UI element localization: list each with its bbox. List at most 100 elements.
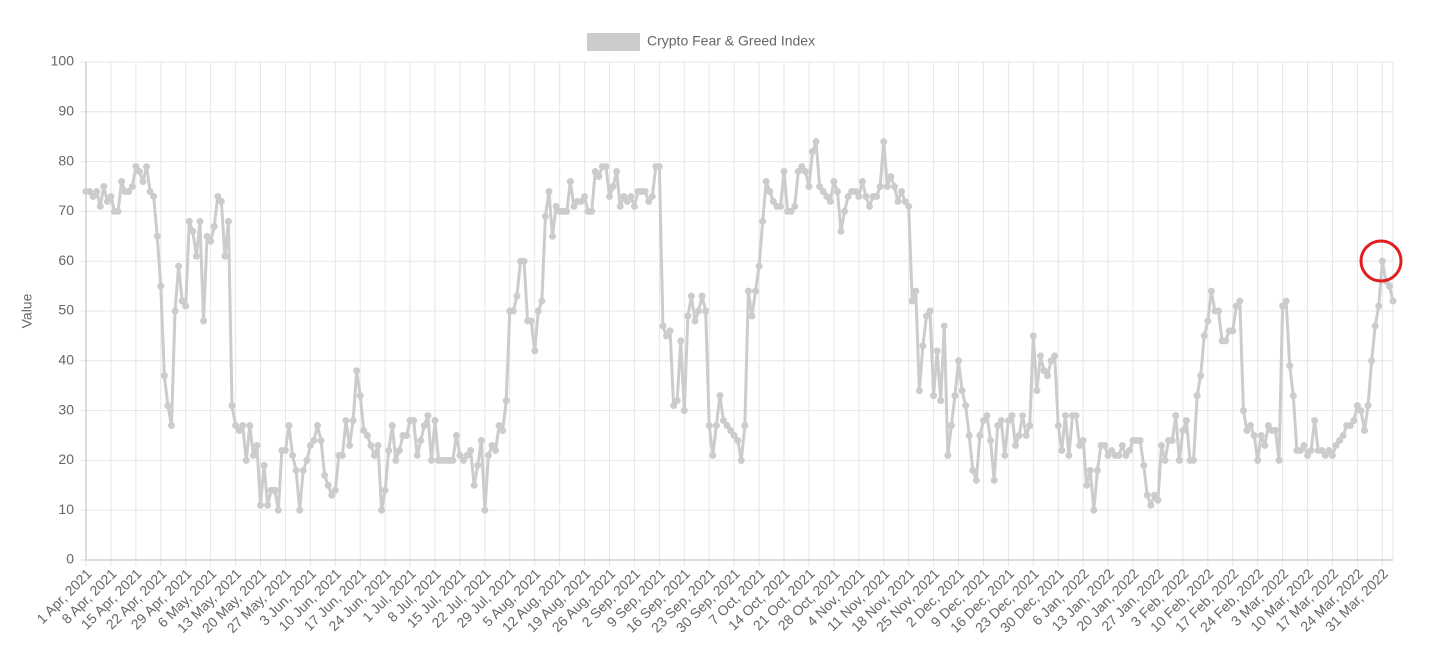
data-point	[253, 441, 261, 449]
data-point	[356, 392, 364, 400]
data-point	[748, 312, 756, 320]
data-point	[196, 217, 204, 225]
data-point	[299, 466, 307, 474]
data-point	[296, 506, 304, 514]
data-point	[200, 317, 208, 325]
data-point	[762, 178, 770, 186]
data-point	[260, 461, 268, 469]
data-point	[563, 207, 571, 215]
data-point	[951, 392, 959, 400]
y-axis-title: Value	[19, 293, 35, 328]
data-point	[232, 422, 240, 430]
data-point	[944, 451, 952, 459]
data-point	[1222, 337, 1230, 345]
data-point	[363, 432, 371, 439]
data-point	[509, 307, 517, 315]
data-point	[947, 422, 955, 430]
data-point	[1115, 451, 1123, 459]
data-point	[744, 287, 752, 295]
data-point	[823, 192, 831, 200]
data-point	[702, 307, 710, 315]
data-point	[310, 436, 318, 444]
data-point	[1029, 332, 1037, 340]
data-point	[801, 168, 809, 176]
data-point	[577, 197, 585, 205]
data-point	[1197, 372, 1205, 380]
data-point	[1044, 372, 1052, 380]
data-point	[203, 232, 211, 240]
data-point	[417, 436, 425, 444]
data-point	[1321, 451, 1329, 459]
data-point	[602, 163, 610, 171]
data-point	[306, 441, 314, 449]
data-point	[1083, 481, 1091, 489]
y-tick-label: 100	[51, 53, 75, 69]
y-tick-label: 0	[66, 551, 74, 567]
data-point	[1072, 412, 1080, 420]
data-point	[933, 347, 941, 355]
y-tick-label: 90	[58, 103, 74, 119]
data-point	[552, 202, 560, 210]
data-point	[1275, 456, 1283, 464]
data-point	[1079, 436, 1087, 444]
data-point	[987, 436, 995, 444]
data-point	[1200, 332, 1208, 340]
data-point	[86, 187, 94, 195]
data-point	[741, 422, 749, 430]
data-point	[841, 207, 849, 215]
data-point	[1257, 432, 1265, 439]
data-point	[734, 436, 742, 444]
data-point	[1385, 282, 1393, 290]
data-point	[1336, 436, 1344, 444]
data-point	[677, 337, 685, 345]
data-point	[627, 192, 635, 200]
data-point	[1008, 412, 1016, 420]
data-point	[1332, 441, 1340, 449]
data-point	[894, 197, 902, 205]
data-point	[976, 432, 984, 439]
data-point	[1378, 257, 1386, 265]
data-point	[712, 422, 720, 430]
data-point	[96, 202, 104, 210]
data-point	[459, 456, 467, 464]
data-point	[100, 183, 108, 190]
data-point	[1150, 491, 1158, 499]
y-tick-label: 70	[58, 202, 74, 218]
data-point	[595, 173, 603, 181]
data-point	[1061, 412, 1069, 420]
y-tick-label: 20	[58, 451, 74, 467]
data-point	[1040, 367, 1048, 375]
data-point	[289, 451, 297, 459]
data-point	[798, 163, 806, 171]
data-point	[566, 178, 574, 186]
data-point	[160, 372, 168, 380]
data-point	[224, 217, 232, 225]
data-point	[385, 446, 393, 454]
data-point	[1019, 412, 1027, 420]
data-point	[1282, 297, 1290, 305]
data-point	[171, 307, 179, 315]
y-tick-label: 40	[58, 352, 74, 368]
data-point	[855, 192, 863, 200]
data-point	[1375, 302, 1383, 310]
data-point	[1015, 432, 1023, 439]
data-point	[143, 163, 151, 171]
data-point	[1051, 352, 1059, 360]
data-point	[830, 178, 838, 186]
data-point	[776, 202, 784, 210]
data-point	[370, 451, 378, 459]
data-point	[666, 327, 674, 335]
data-point	[844, 192, 852, 200]
data-point	[819, 187, 827, 195]
data-point	[449, 456, 457, 464]
data-point	[655, 163, 663, 171]
data-point	[659, 322, 667, 330]
data-point	[264, 501, 272, 509]
highlight-circle	[1359, 239, 1403, 283]
data-point	[816, 183, 824, 190]
data-point	[456, 451, 464, 459]
data-point	[403, 432, 411, 439]
data-point	[962, 402, 970, 410]
data-point	[1004, 417, 1012, 425]
